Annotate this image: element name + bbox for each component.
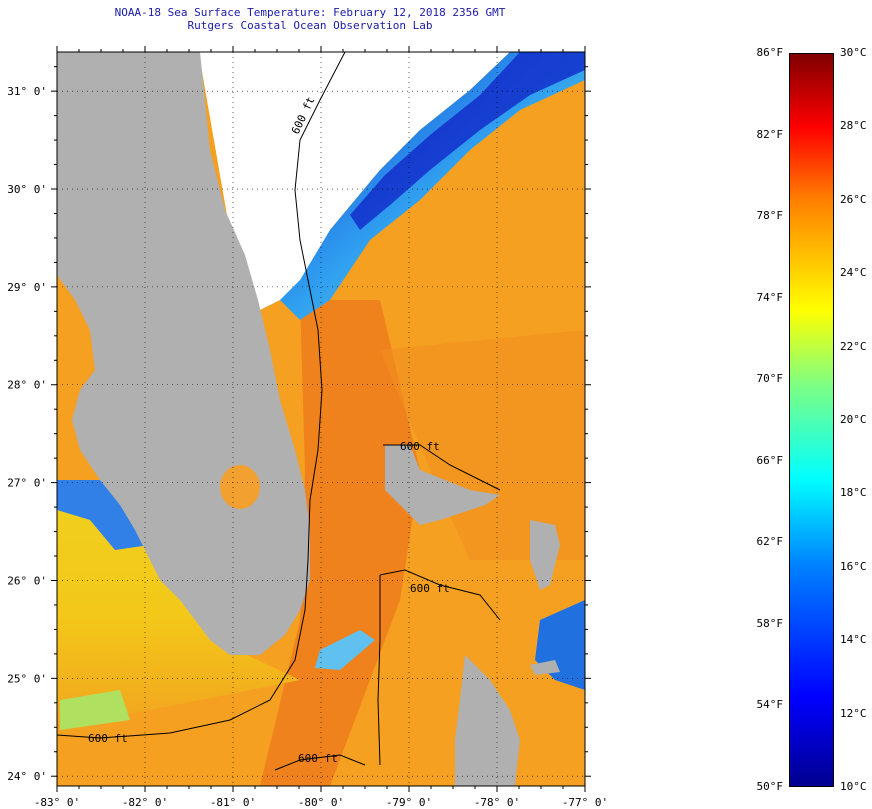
colorbar-celsius-label: 20°C bbox=[840, 413, 867, 426]
axis-labels: -83° 0' -82° 0' -81° 0' -80° 0' -79° 0' -78° … bbox=[7, 85, 608, 809]
lat-tick-label: 30° 0' bbox=[7, 183, 47, 196]
colorbar-celsius-label: 18°C bbox=[840, 486, 867, 500]
colorbar-celsius-label: 14°C bbox=[840, 633, 867, 647]
andros-island bbox=[455, 655, 520, 786]
lat-tick-label: 29° 0' bbox=[7, 281, 47, 294]
map-title: NOAA-18 Sea Surface Temperature: Februar… bbox=[114, 6, 506, 19]
cold-patch-tampa bbox=[57, 480, 150, 550]
colorbar-celsius-label: 22°C bbox=[840, 339, 867, 353]
contour-label: 600 ft bbox=[410, 582, 450, 595]
sst-map: 600 ft 600 ft 600 ft 600 ft 600 ft -83° … bbox=[7, 46, 608, 809]
axis-ticks bbox=[51, 46, 591, 792]
small-cay bbox=[530, 660, 560, 675]
contour-label: 600 ft bbox=[88, 732, 128, 745]
gulf-of-mexico-water bbox=[57, 490, 300, 740]
contour-line-south bbox=[274, 754, 366, 771]
colorbar-fahrenheit-label: 70°F bbox=[756, 372, 784, 386]
cold-water-band bbox=[280, 52, 585, 320]
lon-tick-label: -79° 0' bbox=[386, 796, 432, 809]
contour-line-bahamas-south bbox=[377, 569, 501, 766]
temperature-colorbar bbox=[789, 53, 834, 787]
abaco-islands bbox=[530, 520, 560, 590]
colorbar-fahrenheit-label: 82°F bbox=[756, 127, 784, 141]
colorbar-celsius-label: 26°C bbox=[840, 192, 867, 206]
colorbar-fahrenheit-label: 74°F bbox=[756, 290, 784, 304]
cold-patch-keys bbox=[315, 630, 375, 670]
lon-tick-label: -81° 0' bbox=[210, 796, 256, 809]
colorbar-fahrenheit-label: 86°F bbox=[756, 46, 784, 59]
warm-patch-east bbox=[380, 330, 585, 560]
lat-tick-label: 27° 0' bbox=[7, 477, 47, 490]
gulf-green-patch bbox=[60, 690, 130, 730]
lon-tick-label: -82° 0' bbox=[122, 796, 168, 809]
colorbar-fahrenheit-label: 78°F bbox=[756, 209, 784, 223]
cloud-mask-area bbox=[57, 52, 510, 310]
lat-tick-label: 31° 0' bbox=[7, 85, 47, 98]
lon-tick-label: -78° 0' bbox=[474, 796, 520, 809]
contour-line-florida bbox=[56, 51, 346, 739]
graticule bbox=[56, 52, 586, 786]
grand-bahama-island bbox=[385, 445, 500, 525]
contour-label: 600 ft bbox=[298, 752, 338, 765]
contour-label: 600 ft bbox=[400, 440, 440, 453]
lat-tick-label: 26° 0' bbox=[7, 574, 47, 587]
lat-tick-label: 25° 0' bbox=[7, 672, 47, 685]
colorbar-fahrenheit-label: 54°F bbox=[756, 698, 784, 712]
colorbar-celsius-label: 24°C bbox=[840, 266, 867, 280]
lat-tick-label: 28° 0' bbox=[7, 379, 47, 392]
map-subtitle: Rutgers Coastal Ocean Observation Lab bbox=[187, 19, 433, 32]
contour-line-bahamas-north bbox=[383, 444, 501, 491]
lat-tick-label: 24° 0' bbox=[7, 770, 47, 783]
colorbar-fahrenheit-label: 50°F bbox=[756, 780, 784, 793]
colorbar-fahrenheit-label: 66°F bbox=[756, 453, 784, 467]
lon-tick-label: -80° 0' bbox=[298, 796, 344, 809]
lake-okeechobee bbox=[220, 465, 260, 509]
colorbar-fahrenheit-label: 58°F bbox=[756, 616, 784, 630]
gulf-stream-warm-band bbox=[260, 300, 420, 786]
colorbar-celsius-label: 30°C bbox=[840, 46, 867, 59]
colorbar-fahrenheit-label: 62°F bbox=[756, 535, 784, 549]
colorbar-celsius-label: 12°C bbox=[840, 706, 867, 720]
colorbar-celsius-label: 16°C bbox=[840, 559, 867, 573]
colorbar-celsius-label: 28°C bbox=[840, 119, 867, 133]
depth-contours bbox=[56, 51, 501, 771]
colorbar-celsius-label: 10°C bbox=[840, 780, 867, 793]
cold-water-band-inner bbox=[350, 52, 585, 230]
lon-tick-label: -83° 0' bbox=[34, 796, 80, 809]
lon-tick-label: -77° 0' bbox=[562, 796, 608, 809]
